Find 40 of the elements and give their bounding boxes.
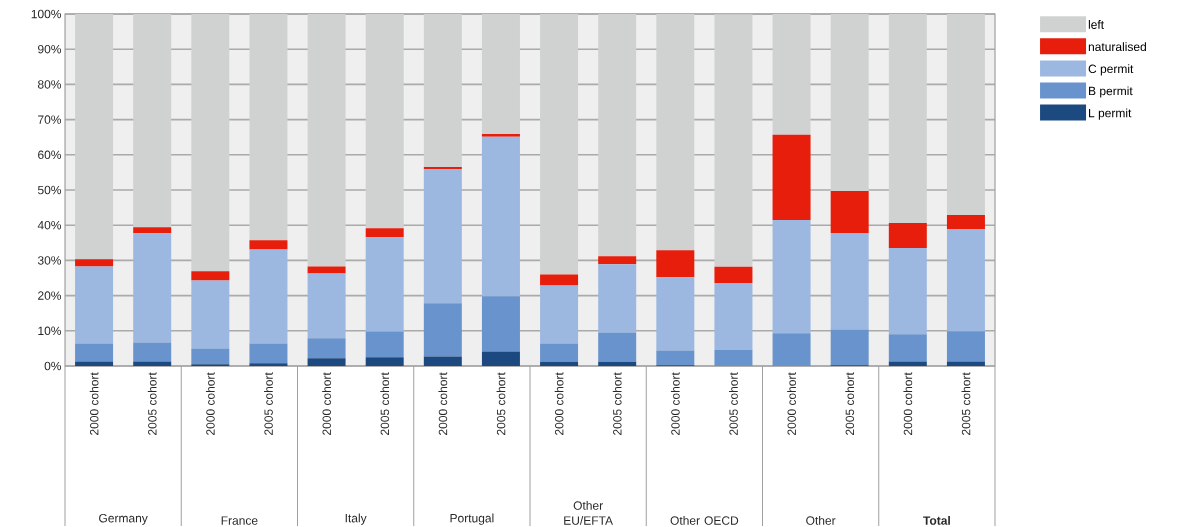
x-tick-label: 2005 cohort xyxy=(729,372,738,435)
text: Italy xyxy=(345,513,367,525)
x-tick-label: 2005 cohort xyxy=(961,372,971,435)
text: Other OECD xyxy=(670,515,739,525)
y-tick-label: 90% xyxy=(38,44,62,54)
legend-label: C permit xyxy=(1088,64,1134,76)
y-tick-label: 30% xyxy=(37,256,62,265)
x-tick-label: 2000 cohort xyxy=(903,372,913,435)
text: Other EU/EFTA xyxy=(564,500,614,525)
x-tick-label: 2000 cohort xyxy=(787,372,796,435)
legend-label: naturalised xyxy=(1088,42,1146,52)
x-tick-label: 2000 cohort xyxy=(205,372,215,435)
y-tick-label: 40% xyxy=(37,220,62,230)
y-tick-label: 70% xyxy=(38,115,62,124)
x-tick-label: 2000 cohort xyxy=(89,372,99,435)
x-tick-label: 2000 cohort xyxy=(438,372,448,435)
text: Other xyxy=(806,515,836,525)
legend-label: B permit xyxy=(1089,86,1133,98)
text: Portugal xyxy=(450,513,494,525)
x-tick-label: 2005 cohort xyxy=(612,372,622,435)
legend-label: L permit xyxy=(1089,108,1132,120)
y-tick-label: 10% xyxy=(38,326,62,336)
text: Total xyxy=(923,515,950,525)
y-tick-label: 20% xyxy=(38,291,62,300)
y-tick-label: 80% xyxy=(37,80,62,89)
y-tick-label: 0% xyxy=(44,361,62,371)
x-tick-label: 2005 cohort xyxy=(147,372,157,435)
y-tick-label: 100% xyxy=(31,9,62,19)
x-tick-label: 2005 cohort xyxy=(380,372,390,435)
text: France xyxy=(221,516,258,525)
x-tick-label: 2000 cohort xyxy=(322,372,331,435)
x-tick-label: 2005 cohort xyxy=(264,372,273,435)
legend-label: left xyxy=(1088,20,1104,29)
x-tick-label: 2000 cohort xyxy=(670,372,680,435)
text: Germany xyxy=(99,513,148,525)
x-tick-label: 2005 cohort xyxy=(496,372,506,435)
y-tick-label: 50% xyxy=(37,185,62,195)
y-tick-label: 60% xyxy=(38,150,62,160)
x-tick-label: 2000 cohort xyxy=(554,372,564,435)
x-tick-label: 2005 cohort xyxy=(845,372,855,435)
